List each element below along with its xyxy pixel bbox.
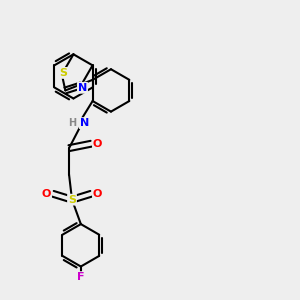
- Text: N: N: [80, 118, 89, 128]
- Text: N: N: [78, 83, 87, 93]
- Text: O: O: [93, 139, 102, 149]
- Text: F: F: [77, 272, 85, 282]
- Text: H: H: [68, 118, 77, 128]
- Text: S: S: [68, 195, 76, 205]
- Text: S: S: [59, 68, 67, 78]
- Text: O: O: [93, 189, 102, 199]
- Text: O: O: [42, 189, 51, 199]
